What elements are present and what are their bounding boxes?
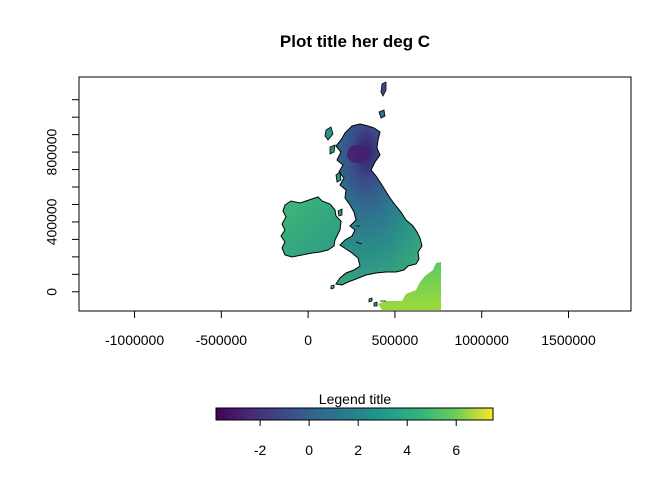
channel-islands [368,297,378,307]
legend-tick-label: 4 [403,442,411,458]
shetland-islands [380,81,387,97]
y-tick-label: 400000 [44,198,60,245]
x-axis: -1000000 -500000 0 500000 1000000 1500000 [105,310,596,348]
legend-tick-label: 6 [452,442,460,458]
x-tick-label: 500000 [372,332,419,348]
legend-tick-label: -2 [254,442,267,458]
ireland-region [280,196,342,258]
scilly-islands [330,284,335,290]
hebrides-islands [324,126,342,183]
france-region [378,262,441,310]
map-layer [280,81,441,310]
y-axis: 0 400000 800000 [44,85,80,296]
x-tick-label: -500000 [196,332,248,348]
y-tick-label: 800000 [44,129,60,176]
x-tick-label: 1500000 [541,332,596,348]
color-legend: Legend title -2 0 2 4 6 [215,391,494,458]
y-tick-label: 0 [44,288,60,296]
coast-detail [355,225,363,245]
legend-title: Legend title [319,391,392,407]
x-tick-label: 1000000 [454,332,509,348]
legend-tick-label: 0 [305,442,313,458]
x-tick-label: 0 [304,332,312,348]
great-britain-region [335,123,423,286]
legend-tick-label: 2 [354,442,362,458]
legend-colorbar [215,407,494,421]
x-tick-label: -1000000 [105,332,164,348]
highland-cold-area [347,145,367,163]
plot-title: Plot title her deg C [280,32,430,51]
orkney-islands [378,109,386,119]
isle-of-man [337,208,343,217]
